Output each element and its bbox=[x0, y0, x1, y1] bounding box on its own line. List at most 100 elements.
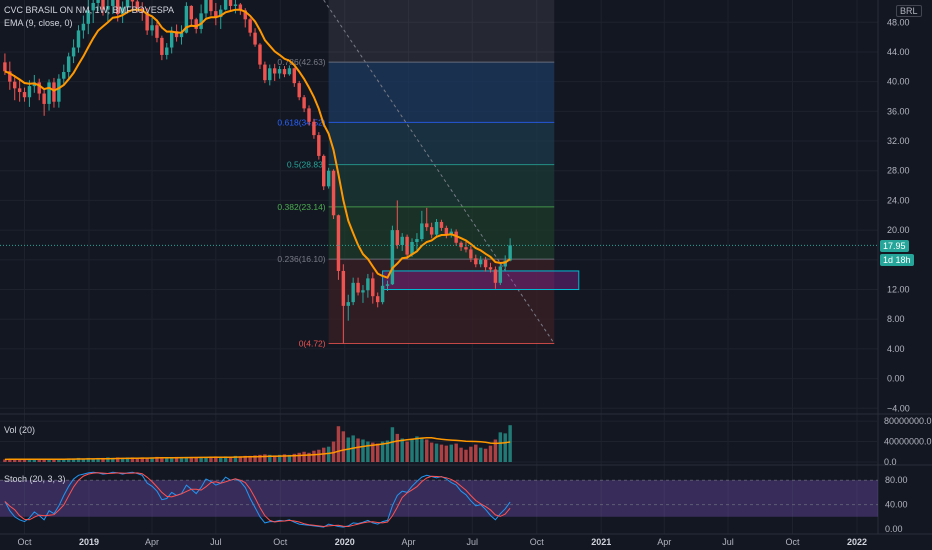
candle-body bbox=[326, 170, 331, 187]
fib-zone bbox=[328, 206, 555, 260]
candle-body bbox=[145, 12, 149, 31]
stoch-axis-tick-label: 80.00 bbox=[885, 475, 908, 485]
symbol-title: CVC BRASIL ON NM, 1W, BMFBOVESPA bbox=[4, 5, 175, 15]
volume-bar bbox=[429, 442, 434, 462]
volume-bar bbox=[498, 432, 503, 462]
volume-bar bbox=[52, 459, 56, 462]
candle-body bbox=[130, 0, 135, 2]
candle-body bbox=[125, 0, 130, 8]
candle-body bbox=[395, 230, 400, 245]
volume-bar bbox=[86, 457, 91, 462]
time-axis-tick-label: 2019 bbox=[79, 537, 99, 547]
volume-bar bbox=[434, 443, 439, 462]
candle-body bbox=[268, 68, 272, 81]
price-axis-tick-label: 40.00 bbox=[887, 77, 910, 87]
candle-body bbox=[380, 285, 385, 303]
candle-body bbox=[449, 231, 453, 235]
candle-body bbox=[312, 121, 316, 136]
volume-bar bbox=[76, 457, 81, 462]
candle-body bbox=[52, 82, 56, 102]
volume-bar bbox=[488, 445, 493, 462]
volume-bar bbox=[169, 457, 174, 462]
volume-bar bbox=[385, 440, 390, 462]
candle-body bbox=[263, 64, 267, 81]
candle-body bbox=[86, 10, 91, 24]
candle-body bbox=[366, 278, 370, 291]
volume-bar bbox=[474, 444, 478, 462]
candle-body bbox=[356, 282, 360, 293]
volume-bar bbox=[292, 453, 297, 462]
stoch-k-line bbox=[4, 471, 511, 528]
candle-body bbox=[385, 284, 390, 286]
stoch-axis-tick-label: 0.00 bbox=[885, 524, 903, 534]
candle-body bbox=[493, 269, 498, 283]
volume-bar bbox=[96, 457, 100, 462]
candle-body bbox=[434, 221, 439, 235]
volume-bar bbox=[371, 442, 375, 462]
candle-body bbox=[47, 82, 51, 104]
volume-bar bbox=[199, 457, 203, 462]
time-axis-tick-label: 2022 bbox=[847, 537, 867, 547]
volume-bar bbox=[400, 438, 404, 462]
currency-label[interactable]: BRL bbox=[896, 5, 922, 17]
candle-body bbox=[194, 19, 198, 29]
candle-body bbox=[214, 11, 218, 18]
price-axis-tick-label: 32.00 bbox=[887, 136, 910, 146]
volume-bar bbox=[71, 458, 76, 462]
volume-bar bbox=[62, 458, 66, 462]
price-axis-tick-label: 12.00 bbox=[887, 285, 910, 295]
candle-body bbox=[439, 221, 444, 228]
volume-axis-tick-label: 0.0 bbox=[884, 457, 897, 467]
candle-body bbox=[498, 266, 503, 283]
volume-bar bbox=[135, 457, 140, 462]
fib-level-label: 0.382(23.14) bbox=[277, 202, 325, 212]
price-axis-tick-label: −4.00 bbox=[887, 403, 910, 413]
volume-bar bbox=[272, 455, 277, 462]
candle-body bbox=[282, 69, 287, 75]
volume-bar bbox=[223, 456, 228, 462]
price-axis-tick-label: 24.00 bbox=[887, 195, 910, 205]
time-axis-tick-label: 2021 bbox=[591, 537, 611, 547]
volume-bar bbox=[42, 459, 46, 462]
volume-bar bbox=[449, 444, 453, 462]
time-axis-tick-label: Jul bbox=[210, 537, 222, 547]
stoch-legend: Stoch (20, 3, 3) bbox=[4, 474, 66, 484]
volume-bar bbox=[268, 454, 272, 462]
fib-level-label: 0.5(28.83) bbox=[287, 160, 326, 170]
volume-bar bbox=[312, 450, 316, 462]
volume-bar bbox=[165, 457, 169, 462]
candle-body bbox=[425, 223, 429, 228]
candle-body bbox=[91, 2, 95, 11]
candle-body bbox=[429, 227, 434, 235]
stoch-d-line bbox=[4, 472, 511, 528]
fib-zone-top bbox=[328, 0, 555, 63]
price-axis-tick-label: 8.00 bbox=[887, 314, 905, 324]
candle-body bbox=[297, 83, 301, 98]
candle-body bbox=[346, 302, 350, 306]
candle-body bbox=[3, 62, 7, 72]
candle-body bbox=[415, 239, 419, 243]
volume-bar bbox=[204, 456, 208, 462]
fib-zone bbox=[328, 122, 555, 165]
volume-axis-tick-label: 80000000.0 bbox=[884, 416, 932, 426]
volume-bar bbox=[356, 438, 360, 462]
volume-bar bbox=[57, 458, 61, 462]
price-axis-tick-label: 0.00 bbox=[887, 374, 905, 384]
volume-bar bbox=[390, 427, 395, 462]
candle-body bbox=[27, 86, 32, 98]
volume-bar bbox=[405, 441, 409, 462]
volume-bar bbox=[174, 456, 179, 462]
fib-level-label: 0.236(16.10) bbox=[277, 254, 325, 264]
volume-bar bbox=[361, 439, 365, 462]
candle-body bbox=[135, 1, 140, 9]
candle-body bbox=[238, 4, 243, 11]
volume-bar bbox=[483, 448, 488, 462]
candle-body bbox=[12, 81, 17, 89]
volume-bar bbox=[150, 457, 154, 462]
volume-bar bbox=[3, 459, 7, 462]
candle-body bbox=[116, 0, 120, 15]
volume-bar bbox=[478, 447, 483, 462]
candle-body bbox=[317, 135, 321, 156]
volume-bar bbox=[233, 455, 238, 462]
